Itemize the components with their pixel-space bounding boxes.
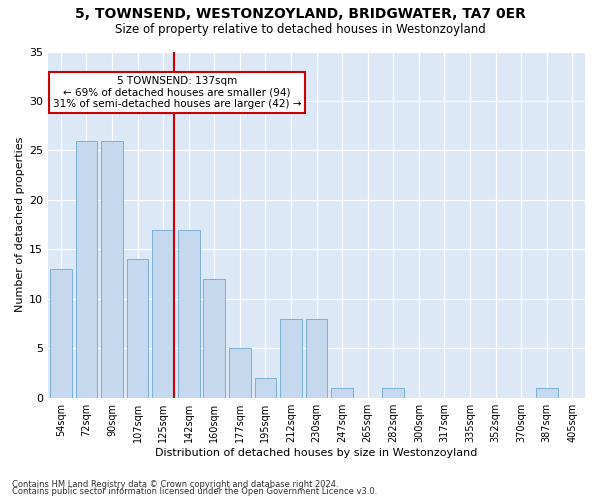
Bar (152, 230, 174, 398)
Bar (76, 140, 97, 398)
Bar (536, 388, 557, 398)
Bar (178, 230, 200, 398)
Bar (127, 259, 148, 398)
Text: 5, TOWNSEND, WESTONZOYLAND, BRIDGWATER, TA7 0ER: 5, TOWNSEND, WESTONZOYLAND, BRIDGWATER, … (74, 8, 526, 22)
Bar (50, 269, 72, 398)
Y-axis label: Number of detached properties: Number of detached properties (15, 137, 25, 312)
Bar (382, 388, 404, 398)
X-axis label: Distribution of detached houses by size in Westonzoyland: Distribution of detached houses by size … (155, 448, 478, 458)
Bar (280, 318, 302, 398)
Bar (254, 378, 277, 398)
Text: Size of property relative to detached houses in Westonzoyland: Size of property relative to detached ho… (115, 22, 485, 36)
Bar (229, 348, 251, 398)
Text: 5 TOWNSEND: 137sqm
← 69% of detached houses are smaller (94)
31% of semi-detache: 5 TOWNSEND: 137sqm ← 69% of detached hou… (53, 76, 301, 109)
Bar (306, 318, 328, 398)
Text: Contains HM Land Registry data © Crown copyright and database right 2024.: Contains HM Land Registry data © Crown c… (12, 480, 338, 489)
Bar (101, 140, 123, 398)
Bar (203, 279, 225, 398)
Text: Contains public sector information licensed under the Open Government Licence v3: Contains public sector information licen… (12, 488, 377, 496)
Bar (331, 388, 353, 398)
